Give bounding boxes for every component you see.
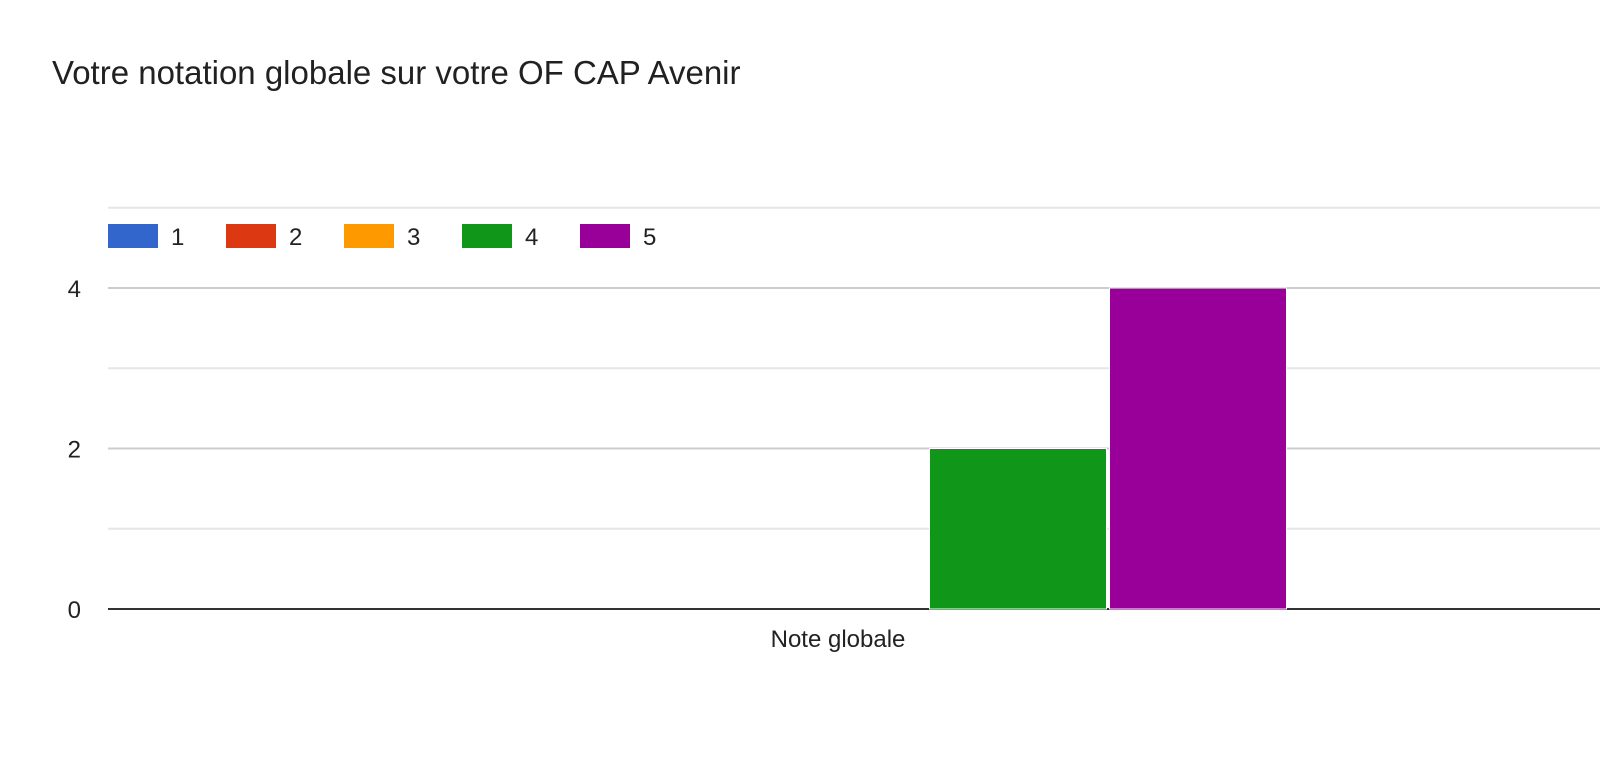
category-label: Note globale <box>771 626 906 653</box>
legend-label: 4 <box>525 224 538 251</box>
legend-item-3: 3 <box>344 224 420 251</box>
legend-swatch <box>462 224 512 248</box>
y-tick-label: 0 <box>68 597 81 624</box>
legend-item-1: 1 <box>108 224 184 251</box>
grid-lines <box>108 206 1600 530</box>
bar-series-5 <box>1109 287 1287 610</box>
legend-label: 2 <box>289 224 302 251</box>
legend-swatch <box>580 224 630 248</box>
legend-label: 5 <box>643 224 656 251</box>
y-tick-label: 4 <box>68 276 81 303</box>
legend-swatch <box>226 224 276 248</box>
chart-title: Votre notation globale sur votre OF CAP … <box>52 54 741 91</box>
legend-label: 1 <box>171 224 184 251</box>
legend-item-5: 5 <box>580 224 656 251</box>
legend: 1 2 3 4 5 <box>108 224 656 251</box>
legend-item-2: 2 <box>226 224 302 251</box>
y-axis: 0 2 4 <box>68 276 1600 624</box>
legend-swatch <box>344 224 394 248</box>
legend-label: 3 <box>407 224 420 251</box>
y-tick-label: 2 <box>68 437 81 464</box>
x-axis: Note globale <box>771 626 906 653</box>
legend-item-4: 4 <box>462 224 538 251</box>
bar-series-4 <box>929 448 1107 610</box>
bars <box>929 287 1287 610</box>
legend-swatch <box>108 224 158 248</box>
